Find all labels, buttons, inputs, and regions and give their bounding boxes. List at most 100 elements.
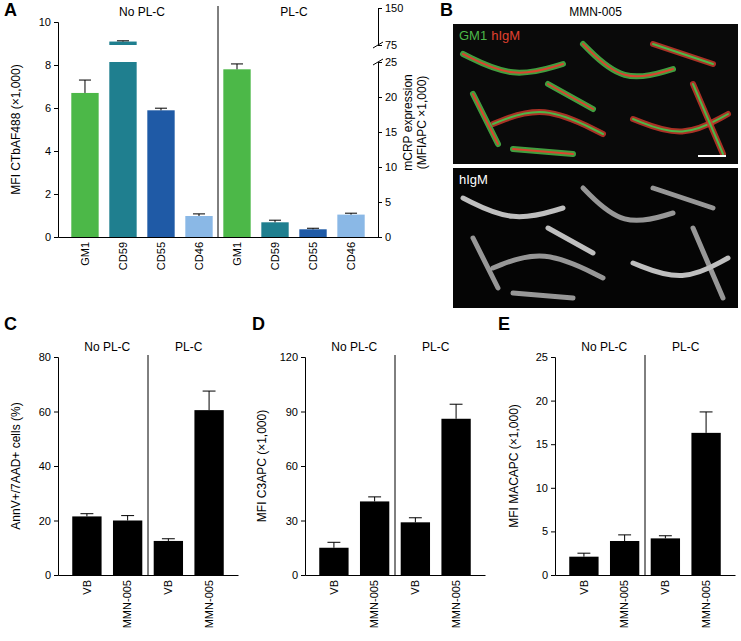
panel: ENo PL-CPL-C0510152025VBMMN-005VBMMN-005… (498, 314, 736, 628)
error-bar (117, 40, 129, 42)
bar (337, 215, 364, 237)
error-cap (121, 515, 134, 516)
tick: 5 (378, 196, 391, 208)
panel-label: A (4, 0, 17, 20)
error-cap (162, 538, 175, 539)
tick: CD59 (117, 237, 129, 270)
panel-label: C (4, 314, 17, 334)
error-stem (583, 553, 584, 556)
bar (223, 69, 250, 237)
tick: 25 (378, 56, 397, 68)
bar (194, 410, 223, 575)
tick-mark (301, 357, 305, 358)
x-axis: GM1CD59CD55CD46GM1CD59CD55CD46 (59, 237, 379, 270)
tick-label: 10 (536, 482, 548, 494)
tick-mark (301, 575, 305, 576)
tick-label: GM1 (79, 242, 91, 266)
panel-label: E (498, 314, 510, 334)
error-cap (700, 411, 713, 412)
tick-mark (301, 466, 305, 467)
tick: 60 (286, 460, 305, 472)
tick-label: 25 (536, 351, 548, 363)
tick-label: 2 (45, 188, 51, 200)
tick-label: 15 (536, 438, 548, 450)
error-stem (84, 80, 85, 93)
y-axis-title: MFI C3APC (×1,000) (255, 410, 269, 522)
tick: 2 (45, 188, 58, 200)
tick: 25 (536, 351, 555, 363)
tick-label: GM1 (231, 242, 243, 266)
tick: 0 (45, 231, 58, 243)
error-bar (368, 497, 381, 502)
cell (653, 44, 713, 64)
error-cap (117, 40, 129, 41)
group-label: No PL-C (84, 340, 130, 354)
error-cap (327, 542, 340, 543)
tick: VB (328, 575, 340, 595)
tick: VB (578, 575, 590, 595)
error-stem (624, 535, 625, 541)
tick: GM1 (79, 237, 91, 266)
tick-label: 10 (385, 161, 397, 173)
bar (319, 548, 348, 575)
tick-label: 20 (385, 91, 397, 103)
error-bar (79, 80, 91, 93)
axis-break (373, 59, 383, 65)
cell (548, 84, 593, 109)
error-stem (415, 518, 416, 523)
error-bar (162, 539, 175, 541)
x-axis: VBMMN-005VBMMN-005 (306, 575, 486, 628)
tick-label: 4 (45, 145, 51, 157)
error-cap (659, 535, 672, 536)
y-axis: 0246810 (39, 16, 59, 243)
tick: 90 (286, 406, 305, 418)
tick-mark (378, 132, 382, 133)
tick-label: CD59 (117, 242, 129, 270)
panel: DNo PL-CPL-C0306090120VBMMN-005VBMMN-005… (252, 314, 486, 628)
tick: VB (162, 575, 174, 595)
y-axis: 020406080 (39, 351, 59, 581)
tick-label: 80 (39, 351, 51, 363)
cell (463, 54, 563, 73)
bar (360, 501, 389, 575)
tick: 60 (39, 406, 58, 418)
tick-mark (54, 466, 58, 467)
divider (645, 355, 646, 575)
image (453, 24, 738, 164)
tick-mark (551, 531, 555, 532)
y-axis-title: MFI CTbAF488 (×1,000) (9, 64, 23, 194)
bar (651, 538, 680, 575)
tick-label: VB (659, 580, 671, 595)
tick-mark (54, 65, 58, 66)
error-cap (368, 496, 381, 497)
tick: 20 (536, 395, 555, 407)
image-label: hIgM (459, 172, 488, 187)
bar (147, 110, 174, 237)
bar (113, 521, 142, 576)
bar (109, 62, 136, 237)
tick-mark (54, 357, 58, 358)
bar (610, 541, 639, 575)
error-cap (193, 213, 205, 214)
error-bar (577, 553, 590, 556)
cell (493, 112, 603, 134)
tick: 0 (45, 569, 58, 581)
tick-label: MMN-005 (700, 580, 712, 628)
tick-label: 5 (542, 525, 548, 537)
tick-label: CD46 (345, 242, 357, 270)
error-bar (121, 516, 134, 521)
tick-label: 60 (39, 406, 51, 418)
scale-bar (698, 155, 726, 157)
tick-mark (551, 488, 555, 489)
tick-label: 0 (385, 231, 391, 243)
tick: 15 (378, 126, 397, 138)
group-label: No PL-C (331, 340, 377, 354)
y2-axis: 75150 (378, 2, 403, 51)
divider (148, 355, 149, 575)
panel-label: B (440, 0, 453, 20)
title: MMN-005 (569, 5, 622, 19)
tick-label: MMN-005 (618, 580, 630, 628)
panel-label: D (252, 314, 265, 334)
tick-label: 6 (45, 102, 51, 114)
tick: CD55 (155, 237, 167, 270)
